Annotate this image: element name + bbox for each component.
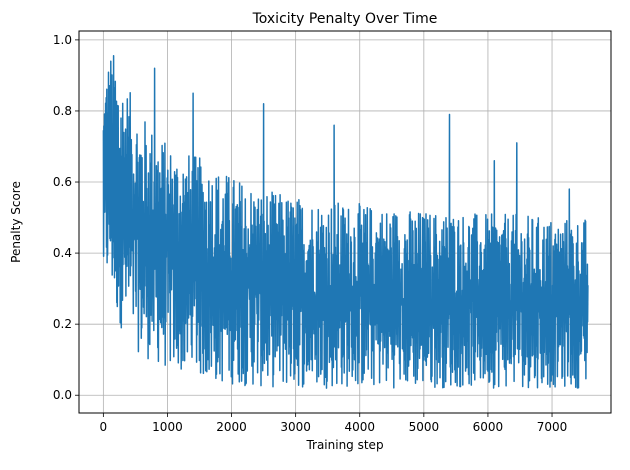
y-tick-label: 1.0 <box>53 33 72 47</box>
chart-title: Toxicity Penalty Over Time <box>252 11 438 27</box>
series-line <box>102 55 589 389</box>
y-tick-label: 0.6 <box>53 175 72 189</box>
x-axis-ticks: 0 1000 2000 3000 4000 5000 6000 7000 <box>100 413 568 434</box>
y-axis-label: Penalty Score <box>9 181 23 263</box>
x-tick-label: 4000 <box>344 420 375 434</box>
y-axis-ticks: 0.0 0.2 0.4 0.6 0.8 1.0 <box>53 33 79 402</box>
x-tick-label: 1000 <box>152 420 183 434</box>
series-layer <box>102 55 589 389</box>
x-tick-label: 7000 <box>537 420 568 434</box>
y-tick-label: 0.2 <box>53 317 72 331</box>
y-tick-label: 0.8 <box>53 104 72 118</box>
y-tick-label: 0.4 <box>53 246 72 260</box>
axes-frame <box>78 30 612 414</box>
x-tick-label: 3000 <box>280 420 311 434</box>
x-tick-label: 2000 <box>216 420 247 434</box>
y-tick-label: 0.0 <box>53 388 72 402</box>
x-tick-label: 0 <box>100 420 108 434</box>
x-tick-label: 5000 <box>409 420 440 434</box>
x-axis-label: Training step <box>305 438 383 452</box>
x-tick-label: 6000 <box>473 420 504 434</box>
